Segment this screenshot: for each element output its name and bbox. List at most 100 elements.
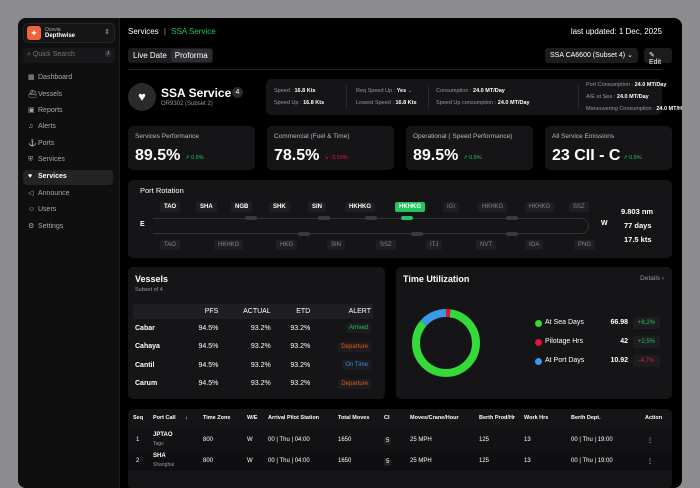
port-chip[interactable]: NVT <box>476 240 496 250</box>
port-chip[interactable]: HKHKG <box>214 240 244 250</box>
port-chip[interactable]: IGI <box>443 202 460 212</box>
donut-segment-at-port-days[interactable] <box>412 309 480 377</box>
more-actions-icon[interactable]: ⋮ <box>647 459 653 465</box>
kpi-change-value: 0.5% <box>191 155 204 161</box>
info-lowest-speed: Lowest Speed : 16.8 Kts <box>356 100 417 106</box>
schedule-row[interactable]: 1 JPTAO 800 W 00 | Thu | 04:00 1650 5 25 MPH 125… <box>128 430 672 450</box>
port-chip[interactable]: SSZ <box>376 240 396 250</box>
kpi-label: All Service Emissions <box>552 133 615 140</box>
sidebar-item-users[interactable]: ☺ Users <box>23 203 113 218</box>
kpi-value: 23 CII - C <box>552 147 621 164</box>
port-chip[interactable]: SIN <box>308 202 327 212</box>
vessel-cell: Departure <box>312 375 373 394</box>
sidebar: ✦ Ocevia Depthwise ⇕ ⌕ Quick Search / ▦ Da… <box>18 18 120 488</box>
edit-button[interactable]: ✎ Edit <box>644 48 672 66</box>
vessel-cell: 93.2% <box>290 343 311 351</box>
column-header: Time Zone <box>203 415 231 421</box>
more-actions-icon[interactable]: ⋮ <box>647 438 653 444</box>
port-chip[interactable]: ITJ <box>426 240 443 250</box>
legend-item: At Port Days 10.92 -4,7% <box>535 355 660 368</box>
sort-down-icon[interactable]: ↓ <box>185 415 188 421</box>
port-chip-selected[interactable]: HKHKG <box>395 202 425 212</box>
breadcrumb-root[interactable]: Services <box>128 27 159 36</box>
port-chip[interactable]: HKHKG <box>345 202 375 212</box>
column-header[interactable]: Port Call <box>153 415 176 421</box>
sidebar-item-label: Vessels <box>38 90 63 98</box>
kpi-value: 78.5% <box>274 147 320 164</box>
app-window: ✦ Ocevia Depthwise ⇕ ⌕ Quick Search / ▦ Da… <box>18 18 682 488</box>
schedule-cell: 800 <box>203 437 214 443</box>
sidebar-item-label: Users <box>38 205 57 213</box>
port-chip[interactable]: HKG <box>276 240 298 250</box>
sidebar-item-label: Announce <box>38 190 70 198</box>
schedule-cell: 5 <box>384 458 392 466</box>
port-chip[interactable]: HKHKG <box>478 202 508 212</box>
kpi-change-value: 0.5% <box>469 155 482 161</box>
sidebar-item-services[interactable]: ⛨ Services <box>23 153 113 168</box>
kpi-card: Operational ( Speed Performance) 89.5% ↗ 0… <box>406 126 533 170</box>
vessel-cell: Departure <box>312 338 373 357</box>
vessel-marker[interactable] <box>506 232 518 236</box>
port-chip[interactable]: PNG <box>574 240 596 250</box>
column-header: ALERT <box>348 308 371 315</box>
vessel-row[interactable]: Cahaya 94.5% 93.2% 93.2% Departure <box>133 338 373 357</box>
sidebar-item-reports[interactable]: ▣ Reports <box>23 103 113 118</box>
alert-badge: Departure <box>338 341 371 352</box>
vessels-title: Vessels <box>135 274 169 284</box>
legend-change: -4,7% <box>633 355 660 367</box>
port-chip[interactable]: TAO <box>160 202 181 212</box>
heart-shield-icon: ♥ <box>28 172 33 180</box>
quick-search-input[interactable]: ⌕ Quick Search / <box>23 48 115 63</box>
sidebar-item-vessels[interactable]: ⛴Vessels <box>23 87 113 102</box>
rotation-distance: 9.803 nm <box>621 207 654 216</box>
service-subtitle: OR9302 (Subset 2) <box>161 101 213 107</box>
vessel-marker[interactable] <box>298 232 310 236</box>
schedule-cell: 5 <box>384 437 392 445</box>
port-chip[interactable]: TAO <box>160 240 180 250</box>
port-chip[interactable]: SHA <box>196 202 217 212</box>
sidebar-item-ports[interactable]: ⚓Ports <box>23 136 113 151</box>
sidebar-item-alerts[interactable]: ♫ Alerts <box>23 120 113 135</box>
kpi-label: Commercial (Fuel & Time) <box>274 133 350 140</box>
donut-segment-at-sea-days[interactable] <box>412 309 480 377</box>
vessel-row[interactable]: Cabar 94.5% 93.2% 93.2% Arrived <box>133 319 373 338</box>
divider <box>428 85 429 109</box>
schedule-cell: 800 <box>203 458 214 464</box>
workspace-switcher[interactable]: ✦ Ocevia Depthwise ⇕ <box>23 23 115 43</box>
vessel-marker[interactable] <box>318 216 330 220</box>
alert-badge: On Time <box>342 360 371 371</box>
schedule-cell: 25 MPH <box>410 437 432 443</box>
info-label: Lowest Speed <box>356 100 391 106</box>
vessel-row[interactable]: Carum 94.5% 93.2% 93.2% Departure <box>133 375 373 394</box>
schedule-cell: W <box>247 437 253 443</box>
tab-proforma[interactable]: Proforma <box>170 49 212 62</box>
info-req-speed-up[interactable]: Req Speed Up : Yes ⌄ <box>356 88 413 94</box>
vessel-cell: 93.2% <box>250 361 271 369</box>
port-chip[interactable]: IOA <box>525 240 544 250</box>
port-rotation-title: Port Rotation <box>140 186 184 195</box>
sidebar-item-services-active[interactable]: ♥ Services <box>23 169 113 185</box>
breadcrumb-current: SSA Service <box>171 27 216 36</box>
column-header: CI <box>384 415 390 421</box>
port-chip[interactable]: SHK <box>269 202 290 212</box>
port-chip[interactable]: SSZ <box>569 202 589 212</box>
vessel-marker-selected[interactable] <box>401 216 413 220</box>
subset-select[interactable]: SSA CA6600 (Subset 4) ⌄ <box>545 48 638 63</box>
schedule-cell: SHA <box>153 453 166 459</box>
vessel-marker[interactable] <box>245 216 257 220</box>
sidebar-item-label: Ports <box>38 140 55 148</box>
vessel-marker[interactable] <box>506 216 518 220</box>
schedule-row[interactable]: 2 SHA 800 W 00 | Thu | 04:00 1650 5 25 MPH 125 13… <box>128 451 672 471</box>
sidebar-item-dashboard[interactable]: ▦ Dashboard <box>23 70 113 85</box>
vessel-marker[interactable] <box>411 232 423 236</box>
vessel-marker[interactable] <box>365 216 377 220</box>
sidebar-item-settings[interactable]: ⚙ Settings <box>23 219 113 234</box>
vessel-row[interactable]: Cantil 94.5% 93.2% 93.2% On Time <box>133 356 373 375</box>
port-chip[interactable]: SIN <box>327 240 346 250</box>
tab-live-date[interactable]: Live Date <box>133 51 167 60</box>
details-link[interactable]: Details › <box>640 275 664 282</box>
time-utilization-title: Time Utilization <box>403 274 470 284</box>
sidebar-item-announce[interactable]: ◁ Announce <box>23 186 113 201</box>
port-chip[interactable]: NGB <box>231 202 253 212</box>
port-chip[interactable]: HKHKG <box>525 202 555 212</box>
